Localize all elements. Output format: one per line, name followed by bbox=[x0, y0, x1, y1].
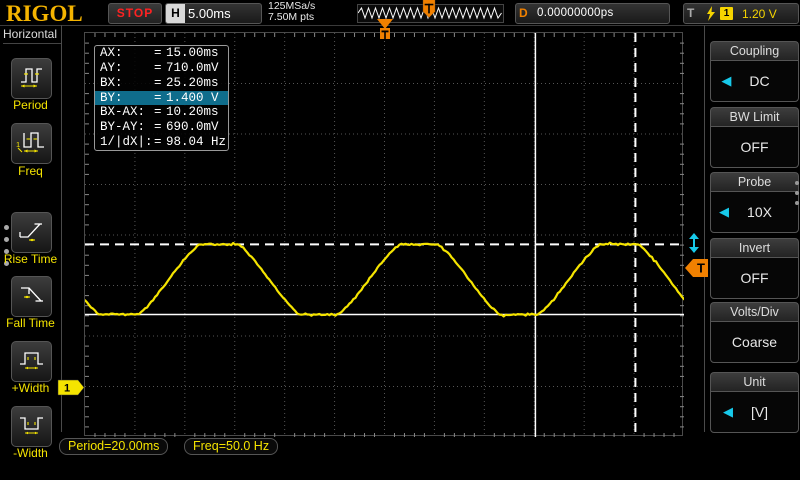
svg-text:1: 1 bbox=[16, 140, 20, 149]
svg-text:T: T bbox=[697, 261, 705, 276]
svg-text:1: 1 bbox=[64, 383, 70, 395]
